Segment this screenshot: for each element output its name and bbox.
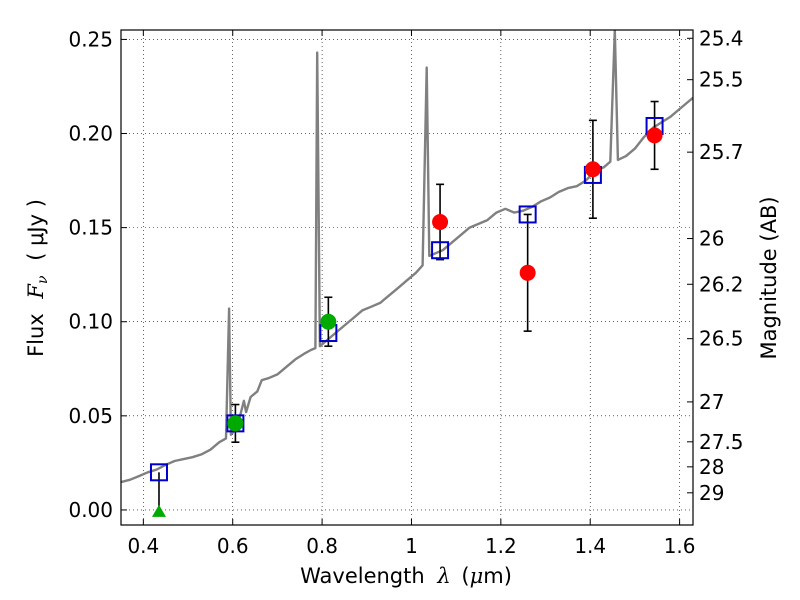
x-tick-label: 0.6 [217, 534, 249, 558]
x-tick-label: 1.6 [664, 534, 696, 558]
model-photometry-square [431, 241, 450, 260]
axis-ticks: 0.4 0.6 0.8 1 1.2 1.4 1.6 0.00 0.05 0.10 0.15 0.20 0… [68, 26, 743, 558]
y2-tick-label: 25.4 [699, 26, 744, 50]
y-axis-label: Flux Fν ( μJy ) [24, 199, 52, 357]
y2-axis-label: Magnitude (AB) [757, 196, 781, 359]
plot-area [121, 30, 693, 517]
y2-tick-label: 27.5 [699, 430, 744, 454]
series-group [121, 30, 693, 517]
red-data-point [519, 264, 536, 281]
y-tick-label: 0.05 [68, 404, 113, 428]
y2-tick-label: 26.2 [699, 272, 744, 296]
y-tick-label: 0.20 [68, 122, 113, 146]
red-data-point [646, 127, 663, 144]
model-spectrum-line [121, 30, 693, 484]
x-tick-label: 0.8 [306, 534, 338, 558]
y2-tick-label: 25.7 [699, 140, 744, 164]
y2-tick-label: 29 [699, 481, 724, 505]
green-upper-limit-triangle [151, 504, 166, 517]
y-tick-label: 0.00 [68, 498, 113, 522]
green-data-point [227, 415, 244, 432]
plot-frame [120, 29, 694, 526]
y2-tick-label: 26.5 [699, 327, 744, 351]
model-photometry-square [149, 463, 168, 482]
x-axis-label: Wavelength λ (μm) [300, 564, 512, 588]
x-tick-label: 1 [405, 534, 418, 558]
y2-tick-label: 26 [699, 227, 724, 251]
model-photometry-square [518, 205, 537, 224]
x-tick-label: 0.4 [127, 534, 159, 558]
red-data-point [584, 161, 601, 178]
green-data-point [320, 313, 337, 330]
y-tick-label: 0.25 [68, 27, 113, 51]
y2-tick-label: 27 [699, 390, 724, 414]
y2-tick-label: 25.5 [699, 68, 744, 92]
y-tick-label: 0.15 [68, 216, 113, 240]
red-data-point [432, 213, 449, 230]
x-tick-label: 1.4 [574, 534, 606, 558]
x-tick-label: 1.2 [485, 534, 517, 558]
y-tick-label: 0.10 [68, 310, 113, 334]
y2-tick-label: 28 [699, 455, 724, 479]
